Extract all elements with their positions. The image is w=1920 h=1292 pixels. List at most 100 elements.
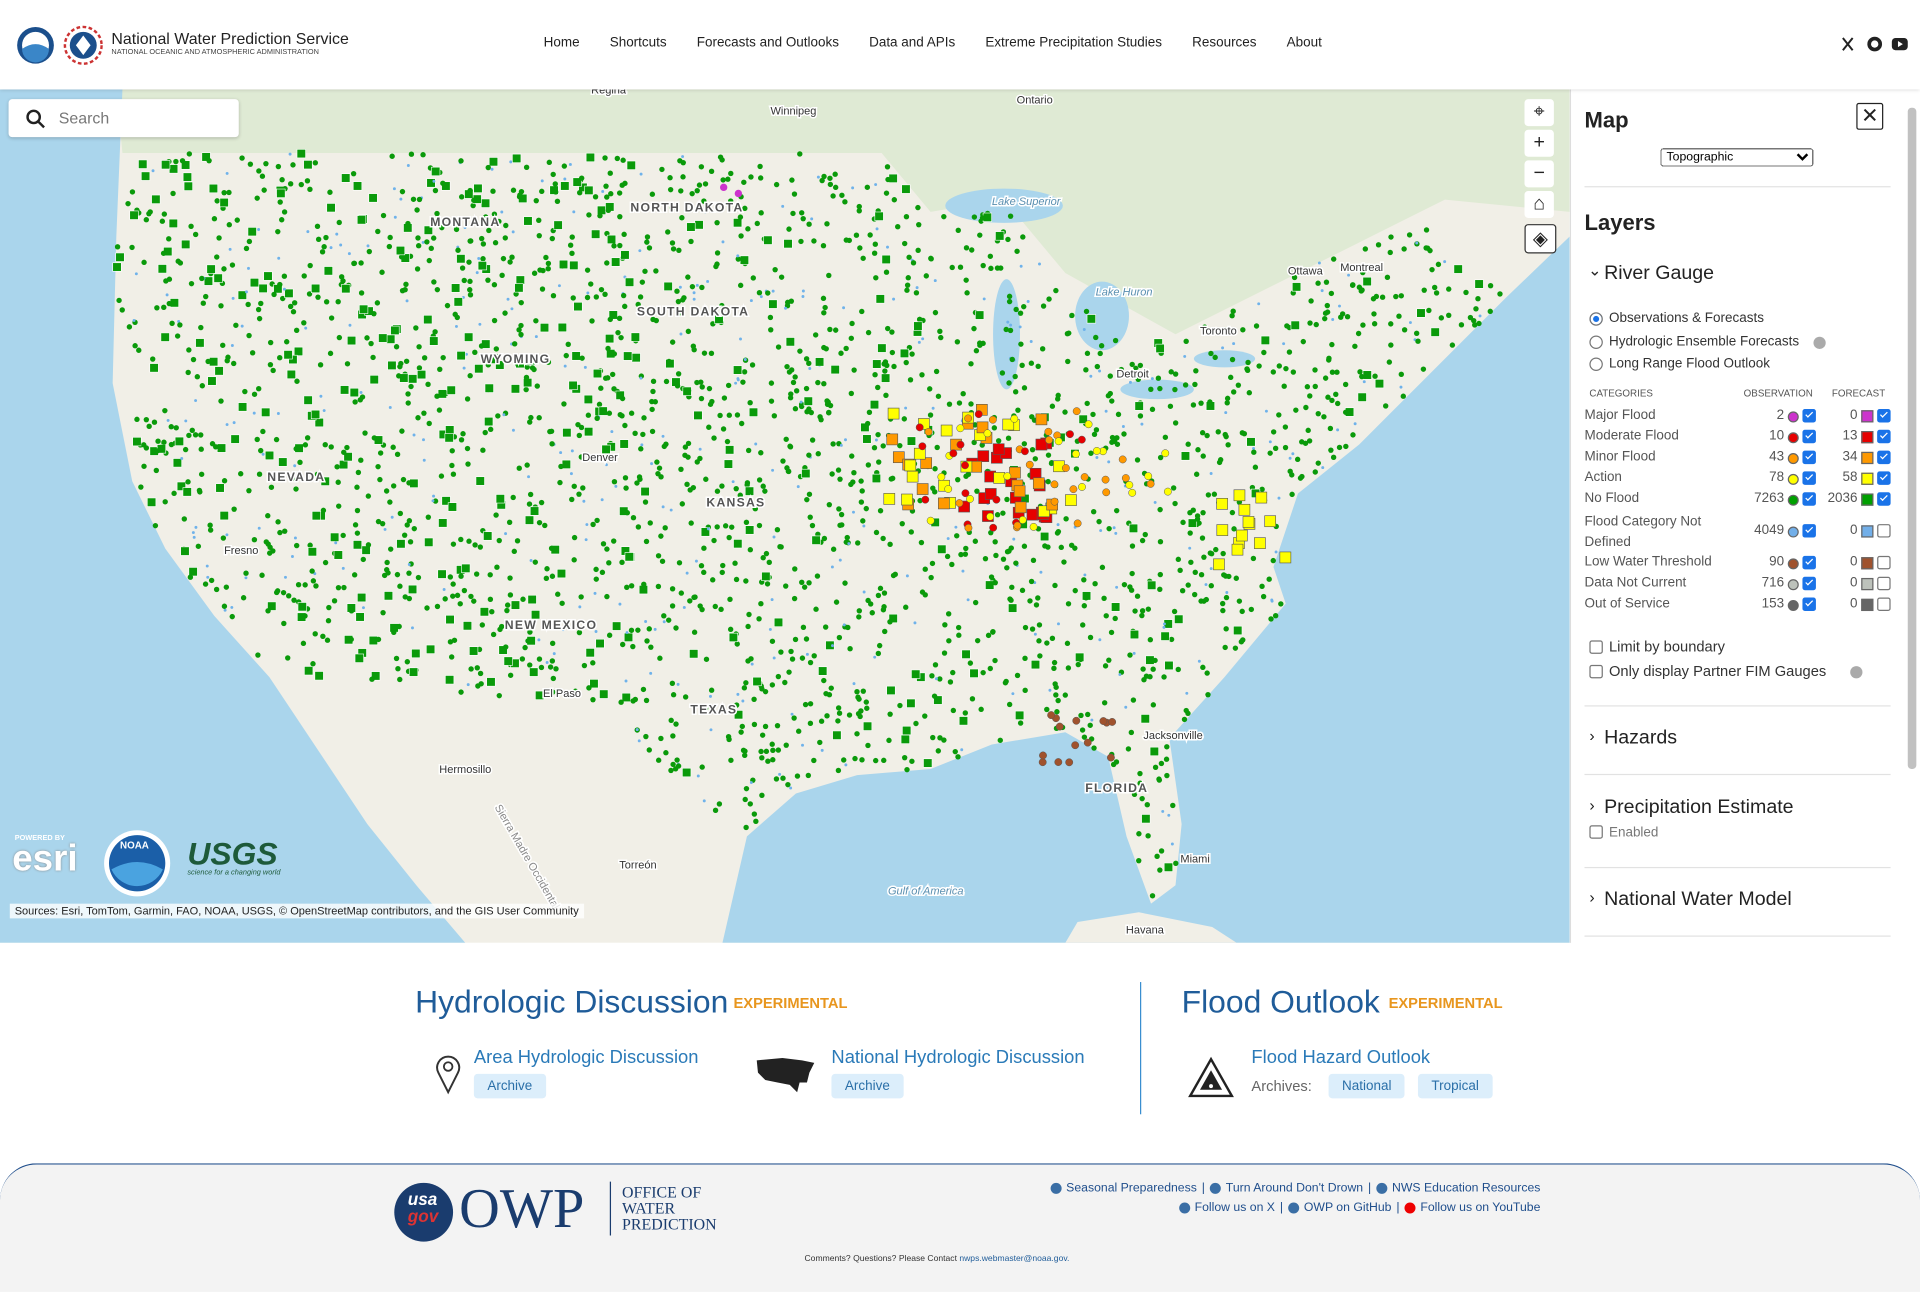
forecast-checkbox[interactable] <box>1877 429 1891 444</box>
gauge-square <box>906 698 916 708</box>
flood-dot <box>1013 521 1022 530</box>
forecast-checkbox[interactable] <box>1877 524 1891 538</box>
gauge-dot <box>221 189 227 196</box>
gauge-dot <box>768 380 775 386</box>
nav-link[interactable]: Extreme Precipitation Studies <box>985 35 1163 51</box>
gauge-dot <box>431 499 435 503</box>
checkbox[interactable] <box>1589 664 1603 679</box>
contact-text: Comments? Questions? Please Contact <box>804 1255 957 1264</box>
forecast-checkbox[interactable] <box>1877 450 1891 465</box>
gauge-dot <box>622 303 628 310</box>
gauge-dot <box>322 409 326 413</box>
layers-button[interactable]: ◈ <box>1524 224 1557 254</box>
forecast-checkbox[interactable] <box>1877 597 1891 612</box>
archive-button[interactable]: National <box>1328 1073 1405 1099</box>
gauge-dot <box>548 428 555 434</box>
link[interactable]: National Hydrologic Discussion <box>831 1046 1085 1068</box>
checkbox[interactable] <box>1589 825 1603 839</box>
radio[interactable] <box>1589 312 1603 326</box>
forecast-checkbox[interactable] <box>1877 555 1891 570</box>
radio[interactable] <box>1589 334 1603 349</box>
gauge-dot <box>563 364 567 368</box>
nav-link[interactable]: Forecasts and Outlooks <box>696 35 839 51</box>
gauge-dot <box>500 210 504 214</box>
gauge-dot <box>421 410 427 416</box>
gauge-dot <box>1307 393 1313 399</box>
scrollbar[interactable] <box>1907 107 1917 769</box>
archive-button[interactable]: Tropical <box>1417 1073 1493 1099</box>
gauge-dot <box>852 682 856 686</box>
nav-link[interactable]: Home <box>543 35 580 51</box>
footer-link[interactable]: Turn Around Don't Drown <box>1225 1181 1364 1196</box>
observation-checkbox[interactable] <box>1802 555 1816 570</box>
observation-checkbox[interactable] <box>1802 524 1816 538</box>
footer-link[interactable]: Seasonal Preparedness <box>1066 1181 1197 1196</box>
gauge-dot <box>281 273 288 279</box>
gauge-square <box>286 369 296 380</box>
gauge-dot <box>314 223 321 230</box>
observation-checkbox[interactable] <box>1802 597 1816 612</box>
river-gauge-title[interactable]: River Gauge <box>1604 263 1715 285</box>
gauge-dot <box>549 640 556 646</box>
gauge-dot <box>1105 393 1112 399</box>
close-button[interactable]: ✕ <box>1856 102 1884 130</box>
footer-link[interactable]: Follow us on YouTube <box>1420 1201 1541 1215</box>
locate-button[interactable]: ⌖ <box>1524 99 1554 127</box>
gauge-dot <box>869 610 875 616</box>
gauge-dot <box>1049 459 1055 466</box>
gauge-square <box>875 294 885 304</box>
footer-link[interactable]: OWP on GitHub <box>1303 1201 1392 1215</box>
observation-checkbox[interactable] <box>1802 492 1816 506</box>
radio[interactable] <box>1589 357 1603 372</box>
gauge-dot <box>1328 447 1334 453</box>
nav-link[interactable]: Data and APIs <box>869 35 956 51</box>
gauge-dot <box>1147 674 1153 680</box>
observation-checkbox[interactable] <box>1802 471 1816 485</box>
gauge-square <box>1474 279 1484 289</box>
nav-link[interactable]: Shortcuts <box>609 35 667 51</box>
forecast-checkbox[interactable] <box>1877 576 1891 591</box>
footer-link[interactable]: Follow us on X <box>1194 1201 1275 1215</box>
flood-dot <box>1065 758 1074 767</box>
forecast-checkbox[interactable] <box>1877 492 1891 506</box>
gauge-layer[interactable] <box>112 149 1503 899</box>
gauge-dot <box>1055 697 1061 704</box>
contact-email[interactable]: nwps.webmaster@noaa.gov. <box>959 1255 1070 1264</box>
forecast-checkbox[interactable] <box>1877 408 1891 423</box>
observation-checkbox[interactable] <box>1802 450 1816 465</box>
gauge-dot <box>977 232 983 238</box>
section-title[interactable]: Precipitation Estimate <box>1604 797 1794 818</box>
archive-button[interactable]: Archive <box>473 1073 546 1099</box>
zoom-out-button[interactable]: − <box>1524 160 1554 188</box>
gauge-dot <box>859 757 865 763</box>
nav-link[interactable]: Resources <box>1192 35 1257 51</box>
home-button[interactable]: ⌂ <box>1524 191 1554 218</box>
gauge-dot <box>961 569 965 573</box>
observation-count: 4049 <box>1754 522 1785 538</box>
zoom-in-button[interactable]: + <box>1524 129 1554 157</box>
archive-button[interactable]: Archive <box>831 1073 904 1099</box>
observation-checkbox[interactable] <box>1802 408 1816 423</box>
observation-checkbox[interactable] <box>1802 576 1816 591</box>
gauge-dot <box>525 638 531 644</box>
map[interactable]: Regina Winnipeg Ontario Lake Superior Ottawa… <box>0 89 1570 943</box>
gauge-dot <box>1115 585 1119 589</box>
gauge-dot <box>462 366 466 370</box>
gauge-dot <box>602 291 608 298</box>
footer-link[interactable]: NWS Education Resources <box>1392 1181 1541 1196</box>
link[interactable]: Area Hydrologic Discussion <box>473 1046 699 1068</box>
gauge-dot <box>1350 432 1356 438</box>
section-title[interactable]: Hazards <box>1604 727 1678 749</box>
basemap-select[interactable]: Topographic <box>1660 148 1814 167</box>
forecast-checkbox[interactable] <box>1877 471 1891 485</box>
nav-link[interactable]: About <box>1286 35 1322 51</box>
checkbox[interactable] <box>1589 640 1603 654</box>
observation-checkbox[interactable] <box>1802 429 1816 444</box>
search-box[interactable]: Search <box>8 99 239 138</box>
gauge-dot <box>548 545 555 551</box>
social-icons[interactable] <box>1842 36 1911 53</box>
link[interactable]: Flood Hazard Outlook <box>1251 1046 1431 1068</box>
section-title[interactable]: National Water Model <box>1604 888 1792 910</box>
gauge-dot <box>804 496 810 503</box>
